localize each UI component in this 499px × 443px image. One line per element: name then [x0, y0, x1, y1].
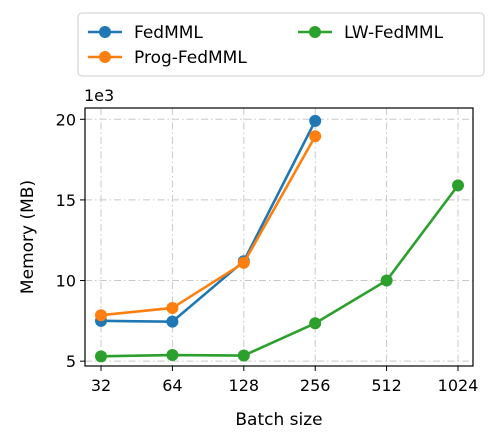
series-line-lw-fedmml: [100, 184, 460, 358]
series-prog-fedmml: [95, 130, 322, 322]
x-tick-label: 32: [91, 376, 111, 395]
data-point-fedmml: [166, 315, 179, 328]
tick-layer: 32 64 128 256 512 1024 5 10 15 20: [56, 110, 479, 395]
legend-item-lw-fedmml: LW-FedMML: [298, 23, 444, 43]
x-axis-label: Batch size: [235, 410, 322, 430]
series-layer: [95, 114, 464, 363]
y-tick-label: 20: [56, 110, 76, 129]
x-tick-label: 64: [162, 376, 182, 395]
legend-marker: [99, 51, 111, 63]
legend-marker: [99, 26, 111, 38]
data-point-lw-fedmml: [452, 179, 464, 192]
legend-label: FedMML: [134, 23, 203, 43]
x-tick-label: 256: [300, 376, 331, 395]
series-line-fedmml: [100, 120, 317, 323]
series-fedmml: [95, 114, 322, 328]
legend-label: LW-FedMML: [344, 23, 444, 43]
x-tick-label: 128: [229, 376, 260, 395]
data-point-prog-fedmml: [237, 256, 250, 269]
data-point-lw-fedmml: [309, 317, 322, 330]
legend-marker: [309, 26, 321, 38]
data-point-lw-fedmml: [95, 350, 107, 363]
series-lw-fedmml: [95, 179, 464, 363]
legend-item-prog-fedmml: Prog-FedMML: [88, 48, 247, 68]
y-tick-label: 5: [66, 352, 76, 371]
x-tick-label: 512: [371, 376, 402, 395]
y-tick-label: 10: [56, 272, 76, 291]
data-point-fedmml: [309, 114, 322, 127]
data-point-prog-fedmml: [309, 130, 322, 143]
y-tick-label: 15: [56, 191, 76, 210]
legend-label: Prog-FedMML: [134, 48, 247, 68]
x-tick-label: 1024: [438, 376, 479, 395]
data-point-lw-fedmml: [166, 349, 179, 362]
legend-box: [77, 12, 485, 77]
grid-layer: [85, 108, 473, 366]
axes-frame: [84, 107, 474, 367]
legend: FedMML Prog-FedMML LW-FedMML: [77, 12, 485, 77]
y-axis-label: Memory (MB): [18, 180, 38, 294]
data-point-lw-fedmml: [380, 274, 393, 287]
data-point-lw-fedmml: [237, 349, 250, 362]
y-offset-label: 1e3: [84, 86, 114, 105]
data-point-prog-fedmml: [166, 301, 179, 314]
legend-item-fedmml: FedMML: [88, 23, 203, 43]
series-line-prog-fedmml: [100, 135, 317, 317]
data-point-prog-fedmml: [95, 309, 107, 322]
